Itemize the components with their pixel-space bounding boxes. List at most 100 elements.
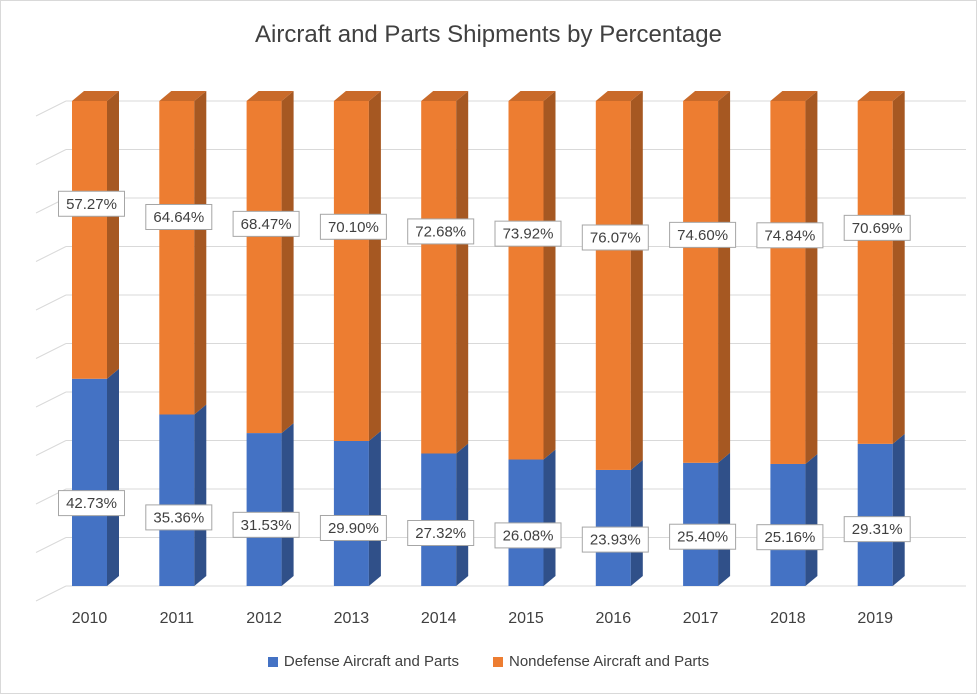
data-label-nondefense-2019: 70.69% [852,220,903,237]
bar-nondefense-2016 [595,101,631,470]
data-label-nondefense-2016: 76.07% [590,230,641,247]
bar-nondefense-2019-side [892,91,905,444]
bar-nondefense-2013 [333,101,369,441]
data-label-box-defense-2016 [581,526,649,553]
x-tick-label-2013: 2013 [334,610,370,627]
bar-nondefense-2011 [159,101,195,415]
bar-defense-2018-side [805,453,818,586]
chart-title: Aircraft and Parts Shipments by Percenta… [255,21,722,48]
data-label-defense-2012: 31.53% [241,517,292,534]
bar-defense-2012 [246,433,282,586]
bar-nondefense-2015 [508,101,544,460]
bar-nondefense-2014-side [456,91,469,454]
data-label-nondefense-2015: 73.92% [503,226,554,243]
gridline-diagonal [35,100,67,117]
data-label-box-nondefense-2012 [232,210,300,237]
data-label-defense-2015: 26.08% [503,527,554,544]
data-label-defense-2019: 29.31% [852,521,903,538]
bar-nondefense-2014-top [421,91,469,101]
data-label-box-defense-2019 [843,516,911,543]
legend-label-defense: Defense Aircraft and Parts [283,653,459,670]
data-label-nondefense-2014: 72.68% [415,223,466,240]
data-label-box-defense-2013 [319,514,387,541]
bar-nondefense-2018-top [770,91,818,101]
bar-nondefense-2010-top [72,91,119,101]
data-label-box-nondefense-2017 [669,221,737,248]
data-label-box-defense-2010 [58,490,125,517]
bar-defense-2019-side [892,433,905,586]
bar-nondefense-2015-side [543,91,556,460]
gridline-diagonal [35,585,67,602]
bar-defense-2010 [72,378,107,586]
data-label-defense-2011: 35.36% [153,509,204,526]
bar-nondefense-2019-top [857,91,905,101]
data-label-box-nondefense-2018 [756,222,824,249]
gridline-diagonal [35,440,67,456]
bar-nondefense-2010-side [107,91,119,379]
legend-item-defense: Defense Aircraft and Parts [267,653,459,670]
bar-nondefense-2013-top [333,91,381,101]
data-label-box-defense-2014 [407,519,475,546]
gridline-diagonal [35,391,67,408]
bar-nondefense-2017-top [683,91,731,101]
bar-nondefense-2018 [770,101,806,464]
data-label-box-defense-2015 [494,522,562,549]
data-label-defense-2013: 29.90% [328,520,379,537]
x-tick-label-2017: 2017 [683,610,719,627]
gridline-diagonal [35,246,67,262]
bar-nondefense-2012 [246,101,282,434]
data-label-box-nondefense-2010 [58,190,125,217]
bar-nondefense-2010 [72,101,107,379]
data-label-box-defense-2012 [232,511,300,538]
data-label-box-nondefense-2016 [581,224,649,251]
data-label-defense-2014: 27.32% [415,525,466,542]
gridline-diagonal [35,537,67,553]
data-label-box-defense-2011 [145,504,213,531]
bar-nondefense-2012-top [246,91,294,101]
bar-nondefense-2016-side [630,91,643,470]
legend-item-nondefense: Nondefense Aircraft and Parts [492,653,710,670]
data-label-nondefense-2012: 68.47% [241,216,292,233]
bar-nondefense-2011-side [194,91,207,415]
bar-defense-2014 [421,453,457,586]
legend-label-nondefense: Nondefense Aircraft and Parts [508,653,710,670]
bar-nondefense-2018-side [805,91,818,464]
data-label-defense-2010: 42.73% [66,495,117,512]
data-label-box-nondefense-2013 [319,213,387,240]
x-tick-label-2010: 2010 [72,610,108,627]
bar-defense-2015-side [543,449,556,586]
bar-nondefense-2012-side [281,91,294,434]
bar-nondefense-2017 [683,101,719,463]
gridline-diagonal [35,343,67,359]
bar-nondefense-2011-top [159,91,207,101]
bar-nondefense-2017-side [718,91,731,463]
legend-swatch-nondefense [492,656,503,667]
data-label-nondefense-2013: 70.10% [328,219,379,236]
x-tick-label-2016: 2016 [596,610,632,627]
data-label-defense-2016: 23.93% [590,532,641,549]
data-label-box-nondefense-2015 [494,220,562,247]
data-label-box-nondefense-2011 [145,203,213,230]
data-label-box-nondefense-2014 [407,218,475,245]
x-tick-label-2019: 2019 [857,610,893,627]
data-label-box-nondefense-2019 [843,214,911,241]
bar-defense-2013-side [368,430,381,586]
chart-legend: Defense Aircraft and Parts Nondefense Ai… [1,653,976,670]
bar-nondefense-2016-top [595,91,643,101]
bar-nondefense-2019 [857,101,893,444]
gridline-diagonal [35,294,67,311]
legend-swatch-defense [267,656,278,667]
bar-defense-2017-side [718,452,731,586]
bar-defense-2011-side [194,404,207,586]
data-label-defense-2017: 25.40% [677,529,728,546]
data-label-nondefense-2011: 64.64% [153,209,204,226]
data-label-nondefense-2017: 74.60% [677,227,728,244]
data-label-nondefense-2010: 57.27% [66,196,117,213]
bar-defense-2013 [333,440,369,586]
x-tick-label-2018: 2018 [770,610,806,627]
bar-defense-2010-side [107,368,119,586]
bar-nondefense-2014 [421,101,457,454]
bar-nondefense-2015-top [508,91,556,101]
